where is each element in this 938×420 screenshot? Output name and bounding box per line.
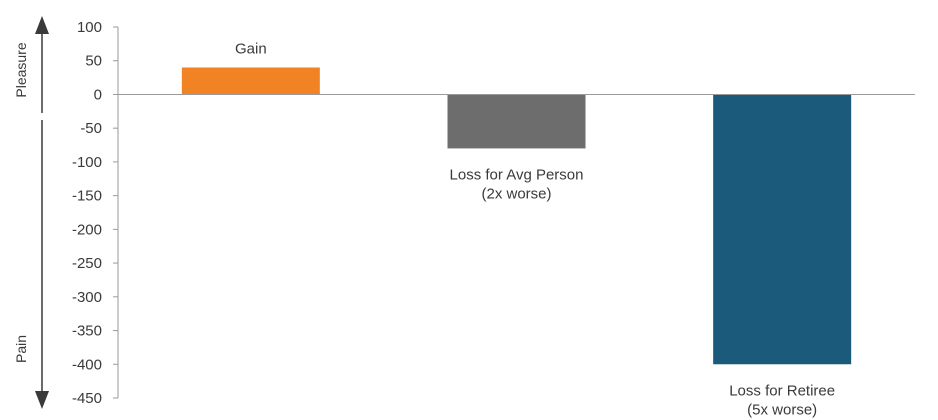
bar-label: Gain: [235, 40, 267, 57]
arrow-down-icon: [35, 391, 49, 409]
bar-2: [447, 94, 586, 149]
bar-label: (5x worse): [747, 401, 817, 418]
y-tick-label: 50: [85, 53, 102, 70]
pleasure-pain-arrow: [35, 16, 49, 409]
y-tick-label: -300: [72, 289, 102, 306]
bar-labels: Gain Loss for Avg Person (2x worse) Loss fo…: [235, 40, 835, 418]
y-tick-label: 0: [94, 86, 102, 103]
bar-label: Loss for Avg Person: [450, 166, 584, 183]
bar-label: Loss for Retiree: [729, 382, 835, 399]
arrow-up-icon: [35, 16, 49, 34]
y-tick-label: -250: [72, 255, 102, 272]
y-tick-label: -100: [72, 154, 102, 171]
y-tick-label: -400: [72, 356, 102, 373]
bar-3: [713, 94, 852, 365]
y-axis: 100 50 0 -50 -100 -150 -200 -250 -300 -350 -400 -45…: [72, 19, 119, 407]
pleasure-label: Pleasure: [13, 42, 29, 97]
bars: [181, 67, 852, 365]
pain-label: Pain: [13, 335, 29, 363]
y-tick-label: -200: [72, 221, 102, 238]
y-tick-label: -350: [72, 323, 102, 340]
bar-label: (2x worse): [481, 185, 551, 202]
y-tick-label: -150: [72, 188, 102, 205]
y-tick-label: -450: [72, 390, 102, 407]
y-tick-label: -50: [80, 120, 102, 137]
bar-1: [181, 67, 320, 95]
y-tick-label: 100: [77, 19, 102, 36]
